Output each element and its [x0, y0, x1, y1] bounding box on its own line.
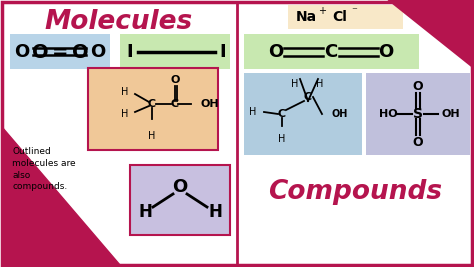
Bar — [288, 5, 403, 29]
Text: OH: OH — [442, 109, 460, 119]
Text: H: H — [208, 203, 222, 221]
Text: O: O — [413, 135, 423, 148]
Text: +: + — [318, 6, 326, 16]
Text: ⁻: ⁻ — [351, 6, 357, 16]
Text: Outlined
molecules are
also
compounds.: Outlined molecules are also compounds. — [12, 147, 76, 191]
Text: H: H — [292, 79, 299, 89]
Text: I: I — [127, 43, 133, 61]
Bar — [10, 34, 110, 69]
Text: S: S — [413, 107, 423, 121]
Text: C: C — [171, 99, 179, 109]
Text: O$\mathbf{=}$O: O$\mathbf{=}$O — [31, 42, 89, 61]
Text: H: H — [120, 109, 128, 119]
Text: C: C — [304, 92, 312, 102]
Text: O: O — [14, 43, 29, 61]
Text: O: O — [170, 75, 180, 85]
Text: Cl: Cl — [333, 10, 347, 24]
Text: O: O — [91, 43, 106, 61]
Polygon shape — [2, 127, 120, 265]
Bar — [244, 73, 362, 155]
Text: H: H — [148, 131, 155, 141]
Text: C: C — [324, 43, 337, 61]
Text: O: O — [378, 43, 393, 61]
Text: Na: Na — [295, 10, 317, 24]
Text: O: O — [268, 43, 283, 61]
Bar — [130, 165, 230, 235]
Text: H: H — [120, 87, 128, 97]
Bar — [244, 34, 419, 69]
Text: Molecules: Molecules — [45, 9, 193, 35]
Text: H: H — [278, 134, 286, 144]
Text: I: I — [219, 43, 226, 61]
Bar — [366, 73, 470, 155]
Text: OH: OH — [201, 99, 219, 109]
Polygon shape — [390, 0, 474, 67]
Text: H: H — [316, 79, 324, 89]
Text: Compounds: Compounds — [268, 179, 442, 205]
Text: OH: OH — [332, 109, 348, 119]
Bar — [88, 68, 218, 150]
Text: H: H — [249, 107, 256, 117]
Text: C: C — [148, 99, 156, 109]
Text: HO: HO — [379, 109, 397, 119]
Text: C: C — [278, 109, 286, 119]
Text: O: O — [413, 80, 423, 92]
Bar — [120, 34, 230, 69]
Text: O: O — [173, 178, 188, 196]
Text: H: H — [138, 203, 152, 221]
